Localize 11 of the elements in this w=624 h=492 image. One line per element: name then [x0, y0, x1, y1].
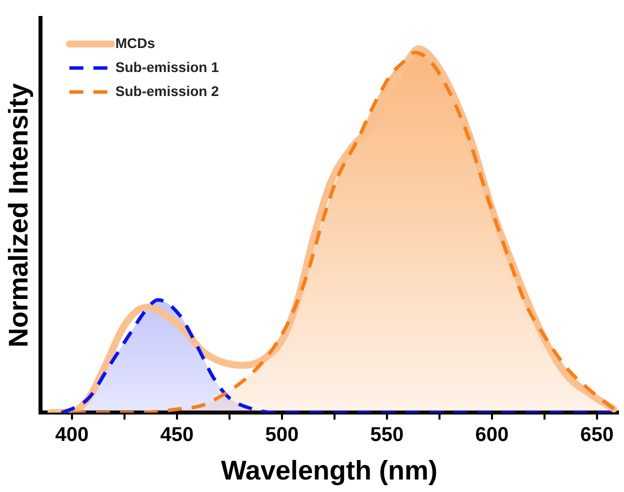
x-axis-title: Wavelength (nm) — [220, 455, 438, 486]
x-tick-label: 550 — [370, 424, 404, 446]
x-tick-label: 400 — [55, 424, 89, 446]
legend-label: MCDs — [115, 34, 156, 51]
x-tick-label: 450 — [160, 424, 194, 446]
legend-label: Sub-emission 1 — [115, 58, 220, 75]
y-axis-title: Normalized Intensity — [4, 83, 34, 348]
x-tick-label: 600 — [475, 424, 509, 446]
legend-label: Sub-emission 2 — [115, 82, 220, 99]
x-tick-label: 500 — [265, 424, 299, 446]
x-tick-label: 650 — [580, 424, 614, 446]
